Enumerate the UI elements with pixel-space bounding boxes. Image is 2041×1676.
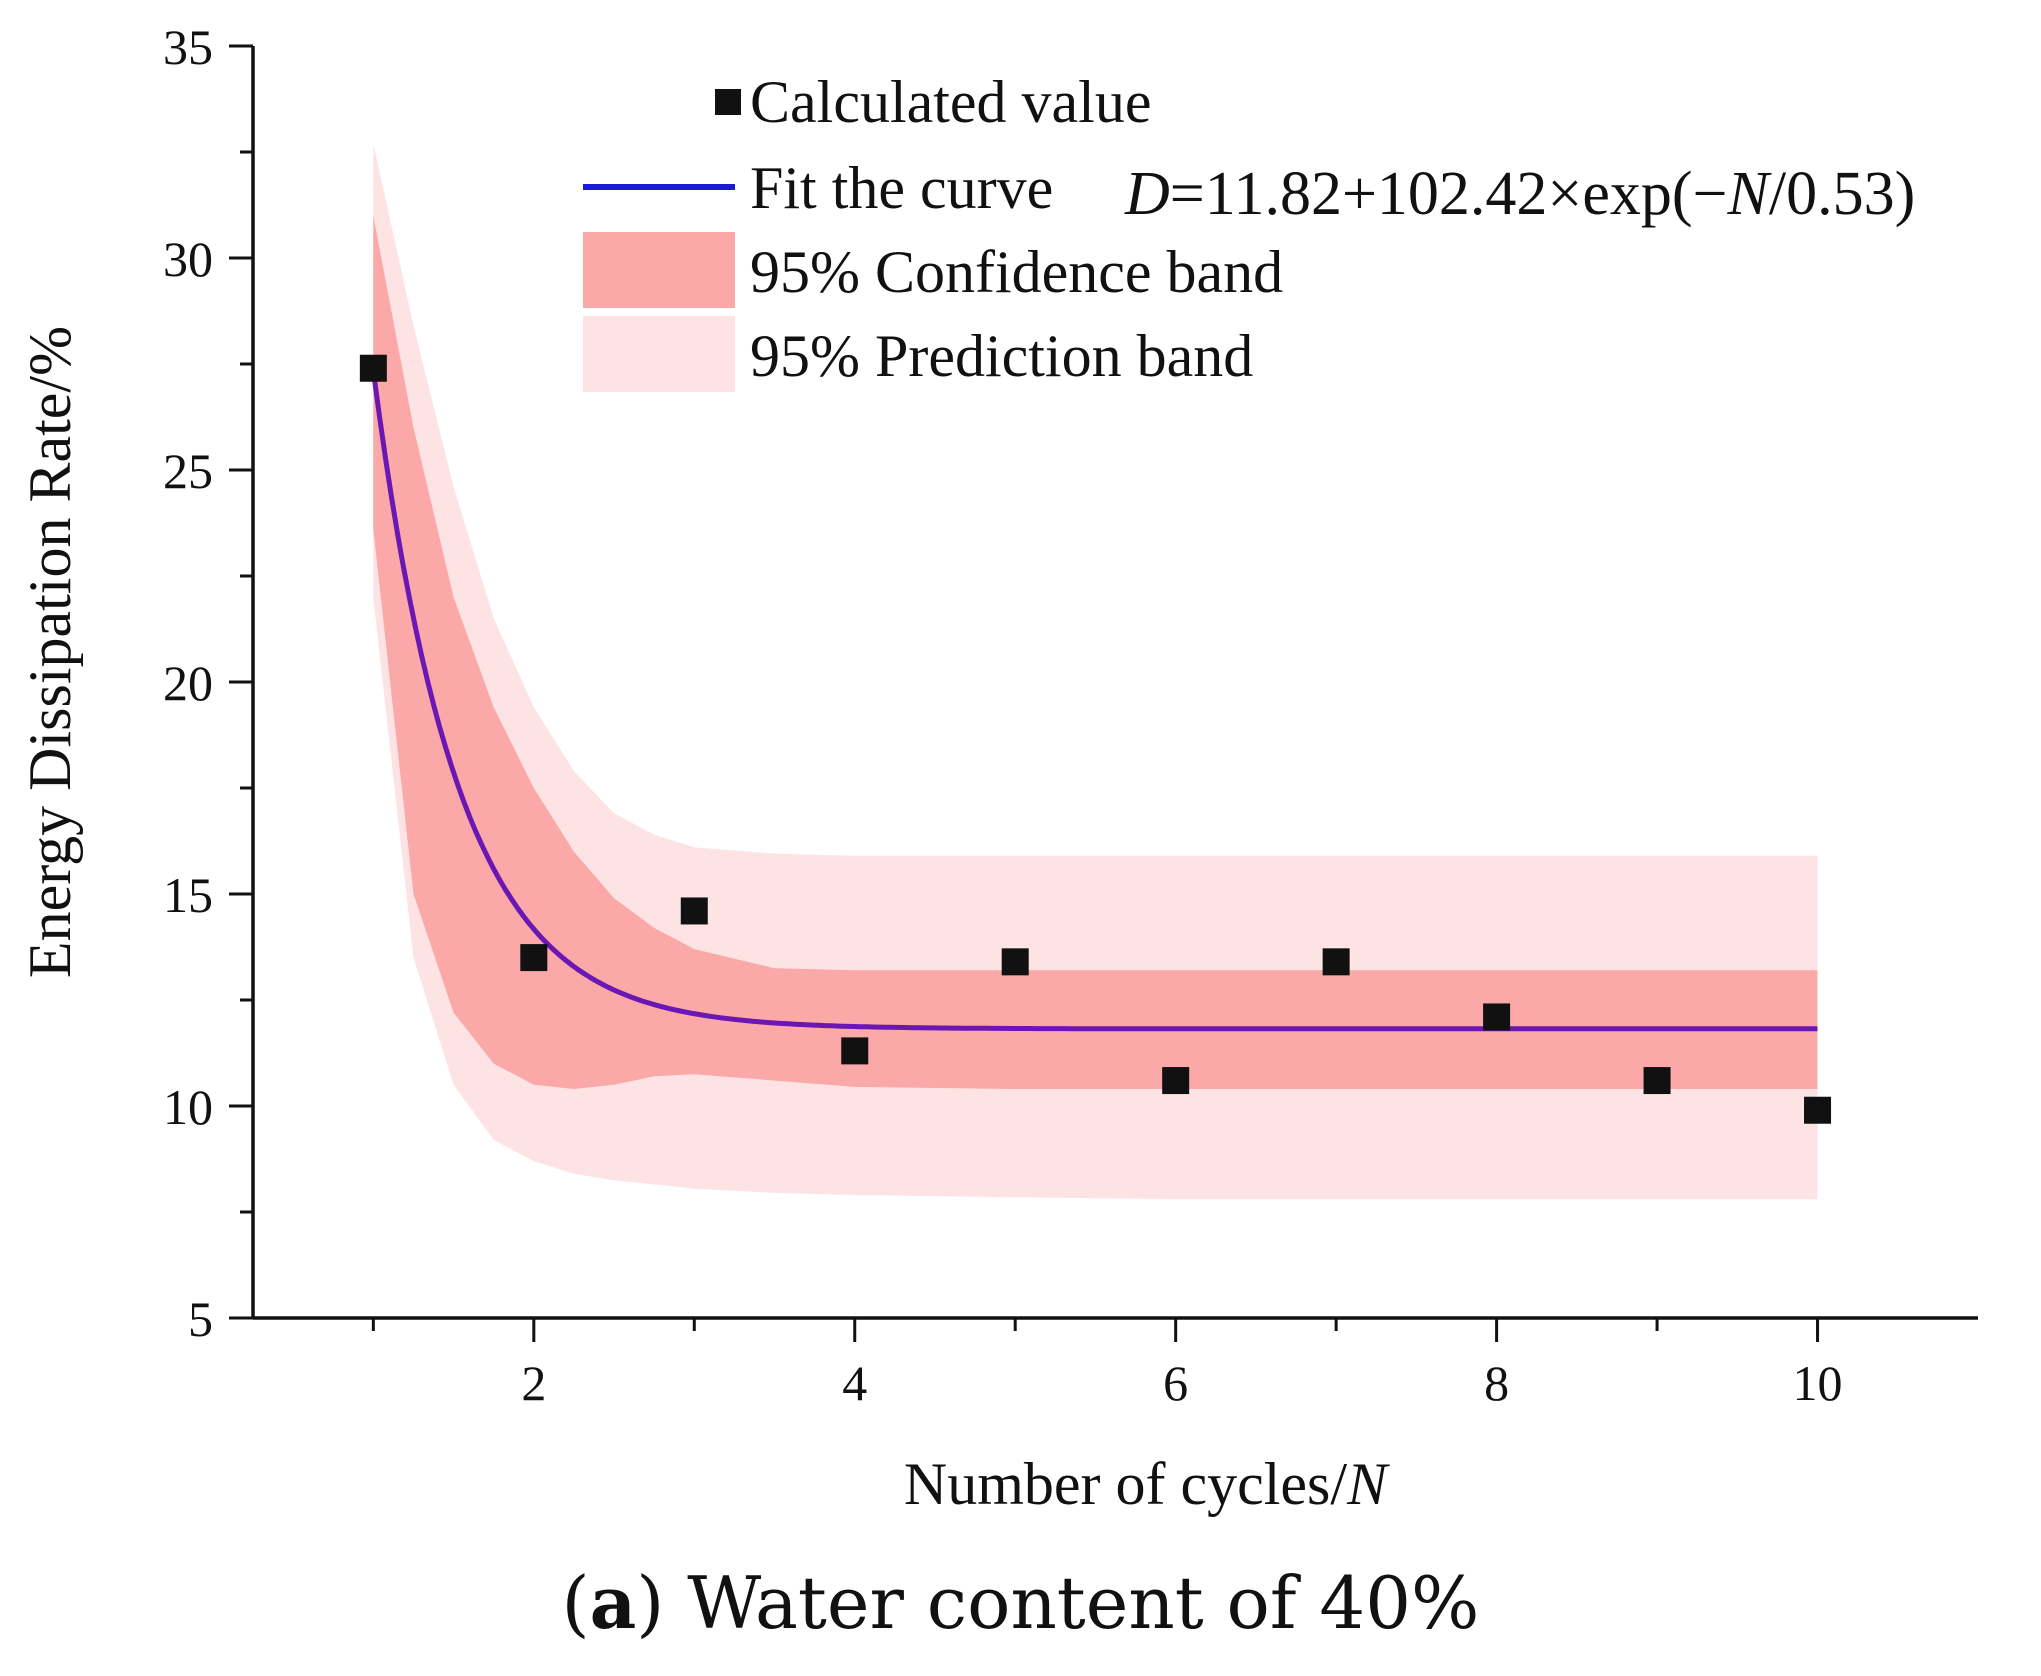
legend-swatch-confidence [583, 232, 735, 308]
legend-marker-square [715, 89, 741, 115]
y-axis-label: Energy Dissipation Rate/% [17, 326, 83, 978]
legend-label-prediction: 95% Prediction band [750, 323, 1253, 389]
fit-layer [370, 370, 1818, 1032]
data-point [1322, 948, 1350, 976]
data-point [680, 897, 708, 925]
axes-layer: 5 10 15 20 25 30 35 2 4 6 8 10 Number of cycles/N Ene… [17, 19, 1978, 1517]
x-axis-label-var: N [1346, 1451, 1390, 1517]
data-point [1001, 948, 1029, 976]
caption-panel-letter: a [589, 1560, 637, 1645]
x-tick-label: 2 [521, 1355, 546, 1411]
band-layer [373, 143, 1818, 1200]
x-tick-label: 8 [1484, 1355, 1509, 1411]
fit-equation: D=11.82+102.42×exp(−N/0.53) [1124, 160, 1915, 228]
chart: 5 10 15 20 25 30 35 2 4 6 8 10 Number of cycles/N Ene… [17, 19, 1978, 1517]
caption-text: Water content of 40% [664, 1561, 1480, 1645]
y-tick-label: 35 [163, 19, 213, 75]
data-point [1643, 1067, 1671, 1095]
fit-equation-var: D [1124, 160, 1170, 228]
x-tick-label: 10 [1793, 1355, 1843, 1411]
legend-label-calculated: Calculated value [750, 69, 1151, 135]
data-point [841, 1037, 869, 1065]
x-axis-label-text: Number of cycles/ [904, 1451, 1348, 1517]
prediction-band [373, 143, 1818, 1200]
fit-equation-end: /0.53) [1769, 160, 1915, 228]
y-tick-label: 5 [188, 1291, 213, 1347]
x-tick-label: 4 [842, 1355, 867, 1411]
y-tick-label: 30 [163, 231, 213, 287]
data-point [1162, 1067, 1190, 1095]
legend: Calculated value Fit the curve D=11.82+102… [583, 69, 1915, 392]
y-tick-label: 10 [163, 1079, 213, 1135]
figure-caption: (a) Water content of 40% [561, 1560, 1480, 1645]
data-point [520, 944, 548, 972]
x-tick-label: 6 [1163, 1355, 1188, 1411]
legend-label-fit: Fit the curve [750, 155, 1053, 221]
confidence-band [373, 215, 1818, 1090]
data-point [1483, 1003, 1511, 1031]
legend-swatch-prediction [583, 316, 735, 392]
fit-curve [370, 370, 1818, 1032]
legend-label-confidence: 95% Confidence band [750, 239, 1283, 305]
y-tick-label: 15 [163, 867, 213, 923]
x-axis-label: Number of cycles/N [904, 1451, 1390, 1517]
y-tick-label: 25 [163, 443, 213, 499]
fit-equation-var2: N [1727, 160, 1773, 228]
data-point [1804, 1096, 1832, 1124]
y-tick-label: 20 [163, 655, 213, 711]
points-layer [359, 354, 1832, 1124]
fit-equation-mid: =11.82+102.42×exp(− [1170, 160, 1728, 228]
data-point [359, 354, 387, 382]
